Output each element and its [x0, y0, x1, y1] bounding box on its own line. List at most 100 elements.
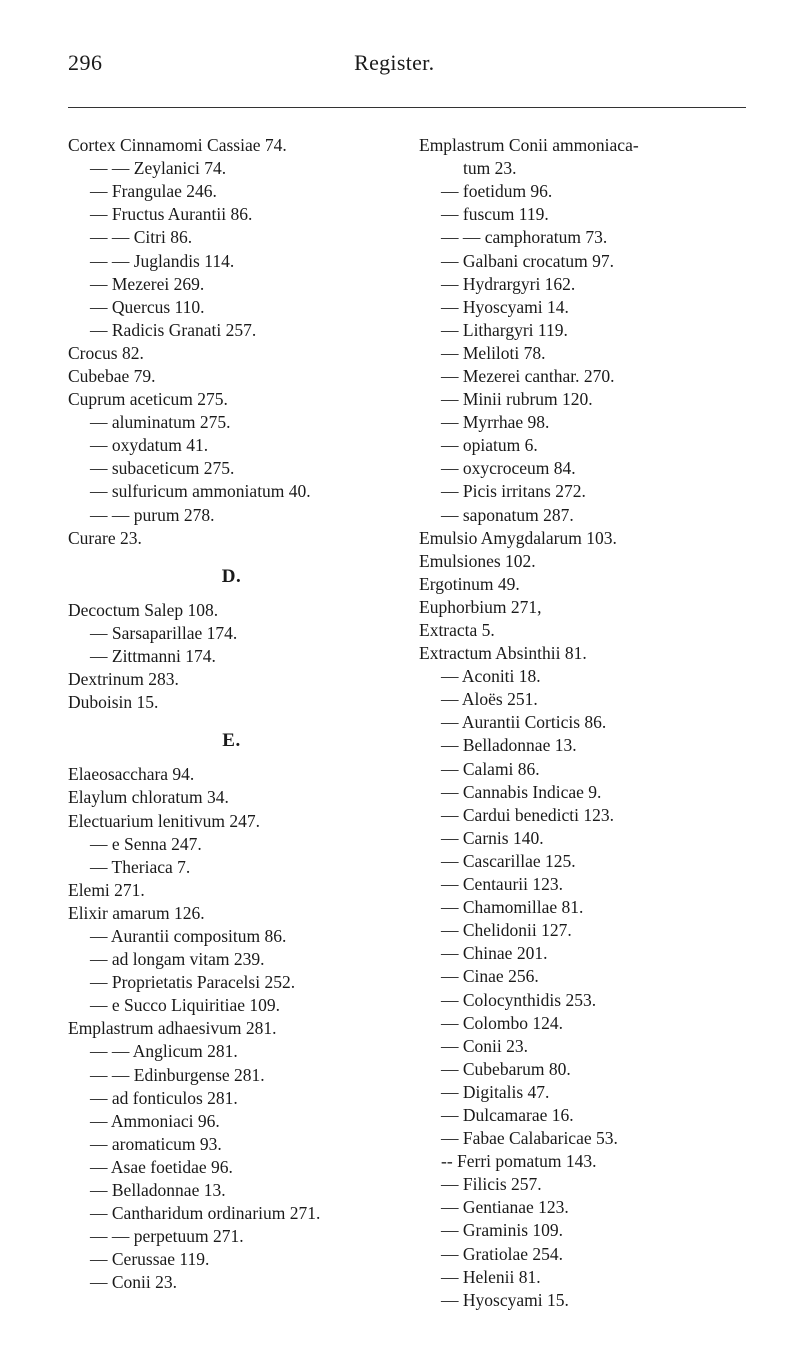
index-entry: — Cascarillae 125.: [419, 850, 746, 873]
index-entry: — Hyoscyami 14.: [419, 296, 746, 319]
index-entry: — Digitalis 47.: [419, 1081, 746, 1104]
index-entry: — oxydatum 41.: [68, 434, 395, 457]
index-entry: — Quercus 110.: [68, 296, 395, 319]
index-entry: — Ammoniaci 96.: [68, 1110, 395, 1133]
index-entry: — e Senna 247.: [68, 833, 395, 856]
index-entry: — Colombo 124.: [419, 1012, 746, 1035]
index-entry: — Fructus Aurantii 86.: [68, 203, 395, 226]
index-entry: Crocus 82.: [68, 342, 395, 365]
index-entry: Duboisin 15.: [68, 691, 395, 714]
index-entry: — Cardui benedicti 123.: [419, 804, 746, 827]
index-entry: — Minii rubrum 120.: [419, 388, 746, 411]
index-entry: tum 23.: [419, 157, 746, 180]
index-entry: — saponatum 287.: [419, 504, 746, 527]
index-entry: — subaceticum 275.: [68, 457, 395, 480]
index-columns: Cortex Cinnamomi Cassiae 74.— — Zeylanic…: [68, 134, 746, 1312]
index-entry: — Gentianae 123.: [419, 1196, 746, 1219]
header-divider: [68, 107, 746, 108]
index-entry: — Cannabis Indicae 9.: [419, 781, 746, 804]
index-entry: — opiatum 6.: [419, 434, 746, 457]
left-column: Cortex Cinnamomi Cassiae 74.— — Zeylanic…: [68, 134, 395, 1312]
index-entry: — Meliloti 78.: [419, 342, 746, 365]
section-letter: D.: [68, 564, 395, 589]
index-entry: — Radicis Granati 257.: [68, 319, 395, 342]
index-entry: — fuscum 119.: [419, 203, 746, 226]
index-entry: — Frangulae 246.: [68, 180, 395, 203]
index-entry: — — purum 278.: [68, 504, 395, 527]
index-entry: Elaylum chloratum 34.: [68, 786, 395, 809]
index-entry: Ergotinum 49.: [419, 573, 746, 596]
index-entry: Cortex Cinnamomi Cassiae 74.: [68, 134, 395, 157]
index-entry: Electuarium lenitivum 247.: [68, 810, 395, 833]
index-entry: — Cubebarum 80.: [419, 1058, 746, 1081]
index-entry: — Hyoscyami 15.: [419, 1289, 746, 1312]
index-entry: Extractum Absinthii 81.: [419, 642, 746, 665]
index-entry: Emplastrum adhaesivum 281.: [68, 1017, 395, 1040]
index-entry: — Colocynthidis 253.: [419, 989, 746, 1012]
index-entry: -- Ferri pomatum 143.: [419, 1150, 746, 1173]
index-entry: Elixir amarum 126.: [68, 902, 395, 925]
page: 296 Register. Cortex Cinnamomi Cassiae 7…: [0, 0, 800, 1372]
index-entry: — aromaticum 93.: [68, 1133, 395, 1156]
index-entry: — Conii 23.: [68, 1271, 395, 1294]
index-entry: — Aconiti 18.: [419, 665, 746, 688]
index-entry: — aluminatum 275.: [68, 411, 395, 434]
index-entry: — Chamomillae 81.: [419, 896, 746, 919]
index-entry: — Sarsaparillae 174.: [68, 622, 395, 645]
index-entry: Elemi 271.: [68, 879, 395, 902]
index-entry: — ad fonticulos 281.: [68, 1087, 395, 1110]
index-entry: — Graminis 109.: [419, 1219, 746, 1242]
index-entry: Dextrinum 283.: [68, 668, 395, 691]
index-entry: — Gratiolae 254.: [419, 1243, 746, 1266]
index-entry: — Belladonnae 13.: [68, 1179, 395, 1202]
index-entry: — Aurantii compositum 86.: [68, 925, 395, 948]
index-entry: — Mezerei 269.: [68, 273, 395, 296]
index-entry: — Cantharidum ordinarium 271.: [68, 1202, 395, 1225]
index-entry: — — camphoratum 73.: [419, 226, 746, 249]
index-entry: — Dulcamarae 16.: [419, 1104, 746, 1127]
index-entry: — Picis irritans 272.: [419, 480, 746, 503]
index-entry: — Hydrargyri 162.: [419, 273, 746, 296]
index-entry: — Chinae 201.: [419, 942, 746, 965]
index-entry: Extracta 5.: [419, 619, 746, 642]
index-entry: — Mezerei canthar. 270.: [419, 365, 746, 388]
index-entry: — Fabae Calabaricae 53.: [419, 1127, 746, 1150]
page-header: 296 Register.: [68, 48, 746, 77]
index-entry: Euphorbium 271,: [419, 596, 746, 619]
index-entry: — e Succo Liquiritiae 109.: [68, 994, 395, 1017]
index-entry: — Lithargyri 119.: [419, 319, 746, 342]
section-letter: E.: [68, 728, 395, 753]
index-entry: — Galbani crocatum 97.: [419, 250, 746, 273]
index-entry: — Chelidonii 127.: [419, 919, 746, 942]
index-entry: — Cinae 256.: [419, 965, 746, 988]
index-entry: Cubebae 79.: [68, 365, 395, 388]
index-entry: — ad longam vitam 239.: [68, 948, 395, 971]
index-entry: — — Juglandis 114.: [68, 250, 395, 273]
index-entry: Emulsio Amygdalarum 103.: [419, 527, 746, 550]
index-entry: — Asae foetidae 96.: [68, 1156, 395, 1179]
index-entry: — — perpetuum 271.: [68, 1225, 395, 1248]
index-entry: — Theriaca 7.: [68, 856, 395, 879]
index-entry: — Helenii 81.: [419, 1266, 746, 1289]
right-column: Emplastrum Conii ammoniaca-tum 23.— foet…: [419, 134, 746, 1312]
index-entry: — Aloës 251.: [419, 688, 746, 711]
page-title: Register.: [43, 48, 747, 77]
index-entry: — foetidum 96.: [419, 180, 746, 203]
index-entry: — Filicis 257.: [419, 1173, 746, 1196]
index-entry: — oxycroceum 84.: [419, 457, 746, 480]
index-entry: — Cerussae 119.: [68, 1248, 395, 1271]
index-entry: — — Anglicum 281.: [68, 1040, 395, 1063]
index-entry: — Conii 23.: [419, 1035, 746, 1058]
index-entry: — Centaurii 123.: [419, 873, 746, 896]
index-entry: Decoctum Salep 108.: [68, 599, 395, 622]
index-entry: — Zittmanni 174.: [68, 645, 395, 668]
index-entry: — Carnis 140.: [419, 827, 746, 850]
index-entry: — Belladonnae 13.: [419, 734, 746, 757]
index-entry: — — Zeylanici 74.: [68, 157, 395, 180]
index-entry: — — Edinburgense 281.: [68, 1064, 395, 1087]
index-entry: Cuprum aceticum 275.: [68, 388, 395, 411]
index-entry: — Proprietatis Paracelsi 252.: [68, 971, 395, 994]
index-entry: — Myrrhae 98.: [419, 411, 746, 434]
index-entry: — Calami 86.: [419, 758, 746, 781]
index-entry: Emulsiones 102.: [419, 550, 746, 573]
